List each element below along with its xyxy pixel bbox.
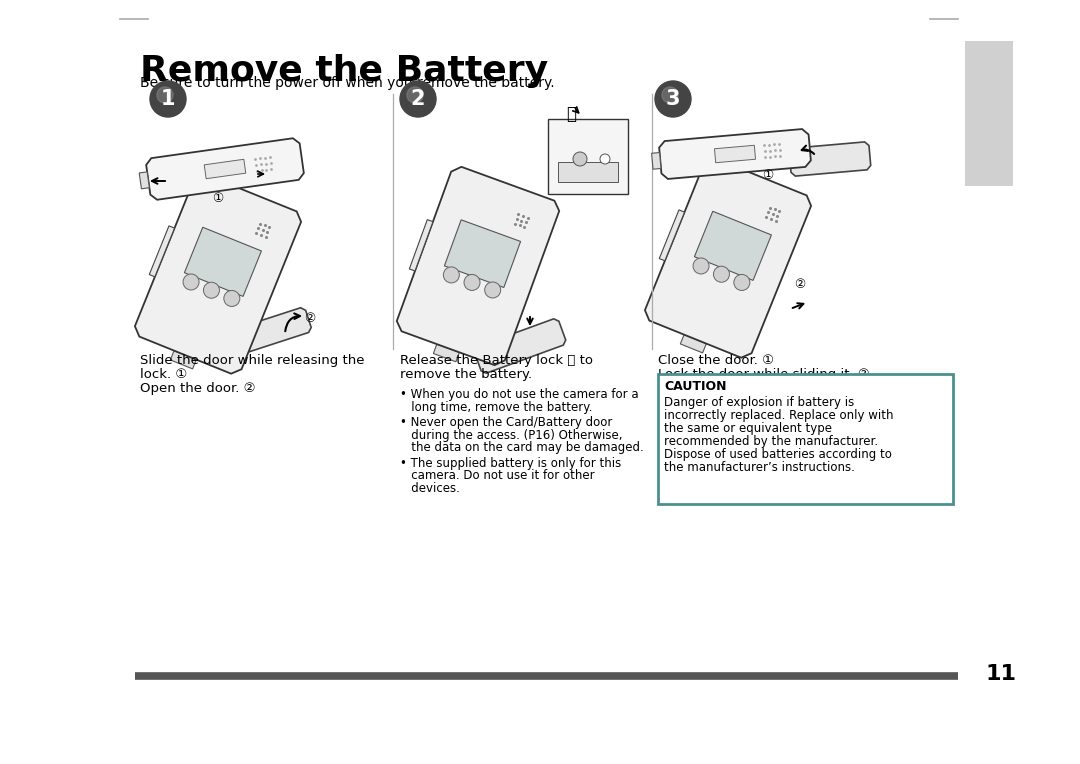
Circle shape	[203, 282, 219, 298]
Text: recommended by the manufacturer.: recommended by the manufacturer.	[664, 435, 878, 448]
FancyBboxPatch shape	[658, 374, 953, 504]
Polygon shape	[694, 212, 771, 280]
Text: • Never open the Card/Battery door: • Never open the Card/Battery door	[400, 416, 612, 429]
Polygon shape	[139, 172, 149, 189]
Text: Open the door. ②: Open the door. ②	[140, 382, 256, 395]
Text: 11: 11	[985, 664, 1016, 684]
Polygon shape	[433, 344, 459, 361]
Circle shape	[485, 282, 501, 298]
Text: Be sure to turn the power off when you remove the battery.: Be sure to turn the power off when you r…	[140, 76, 555, 90]
Polygon shape	[680, 335, 706, 353]
Circle shape	[400, 81, 436, 117]
Text: Ⓐ: Ⓐ	[566, 105, 576, 123]
Circle shape	[714, 266, 729, 282]
Text: • The supplied battery is only for this: • The supplied battery is only for this	[400, 457, 621, 470]
Polygon shape	[789, 142, 870, 176]
Polygon shape	[645, 158, 811, 358]
FancyBboxPatch shape	[966, 41, 1013, 186]
Polygon shape	[225, 308, 311, 356]
Text: CAUTION: CAUTION	[664, 380, 727, 393]
Text: camera. Do not use it for other: camera. Do not use it for other	[400, 469, 595, 482]
Text: Close the door. ①: Close the door. ①	[658, 354, 774, 367]
Circle shape	[733, 274, 750, 290]
Text: Dispose of used batteries according to: Dispose of used batteries according to	[664, 448, 892, 461]
Polygon shape	[659, 210, 685, 261]
Text: the same or equivalent type: the same or equivalent type	[664, 422, 832, 435]
Text: 3: 3	[665, 89, 680, 109]
Circle shape	[693, 258, 710, 274]
Polygon shape	[715, 145, 756, 163]
Text: Lock the door while sliding it. ②: Lock the door while sliding it. ②	[658, 368, 869, 381]
Text: ②: ②	[795, 278, 806, 291]
Circle shape	[464, 274, 480, 290]
Text: ①: ①	[762, 169, 773, 182]
Circle shape	[573, 152, 588, 166]
Text: incorrectly replaced. Replace only with: incorrectly replaced. Replace only with	[664, 409, 893, 422]
Circle shape	[157, 87, 173, 103]
Circle shape	[183, 274, 199, 290]
Text: lock. ①: lock. ①	[140, 368, 187, 381]
Text: ②: ②	[305, 312, 315, 325]
Text: the data on the card may be damaged.: the data on the card may be damaged.	[400, 441, 644, 454]
Polygon shape	[171, 351, 197, 369]
FancyBboxPatch shape	[558, 162, 618, 182]
Polygon shape	[659, 129, 811, 179]
Text: 1: 1	[161, 89, 175, 109]
Polygon shape	[651, 153, 661, 169]
Text: the manufacturer’s instructions.: the manufacturer’s instructions.	[664, 461, 855, 474]
Circle shape	[662, 87, 678, 103]
Text: Danger of explosion if battery is: Danger of explosion if battery is	[664, 396, 854, 409]
Text: Slide the door while releasing the: Slide the door while releasing the	[140, 354, 365, 367]
Polygon shape	[149, 226, 175, 277]
FancyBboxPatch shape	[548, 119, 627, 194]
Text: 2: 2	[410, 89, 426, 109]
Polygon shape	[444, 220, 521, 287]
Polygon shape	[409, 219, 433, 271]
Polygon shape	[474, 319, 566, 373]
Polygon shape	[204, 159, 246, 179]
Circle shape	[600, 154, 610, 164]
Text: Release the Battery lock Ⓐ to: Release the Battery lock Ⓐ to	[400, 354, 593, 367]
Circle shape	[407, 87, 423, 103]
Polygon shape	[185, 227, 261, 296]
Text: • When you do not use the camera for a: • When you do not use the camera for a	[400, 388, 638, 401]
Text: ①: ①	[213, 192, 224, 205]
Polygon shape	[146, 138, 303, 199]
Circle shape	[150, 81, 186, 117]
Circle shape	[654, 81, 691, 117]
Circle shape	[444, 267, 459, 283]
Text: remove the battery.: remove the battery.	[400, 368, 532, 381]
Text: devices.: devices.	[400, 481, 460, 494]
Circle shape	[224, 290, 240, 306]
Polygon shape	[135, 174, 301, 374]
Text: during the access. (P16) Otherwise,: during the access. (P16) Otherwise,	[400, 429, 622, 442]
Polygon shape	[396, 167, 559, 365]
Text: long time, remove the battery.: long time, remove the battery.	[400, 400, 592, 413]
Text: Remove the Battery: Remove the Battery	[140, 54, 549, 88]
